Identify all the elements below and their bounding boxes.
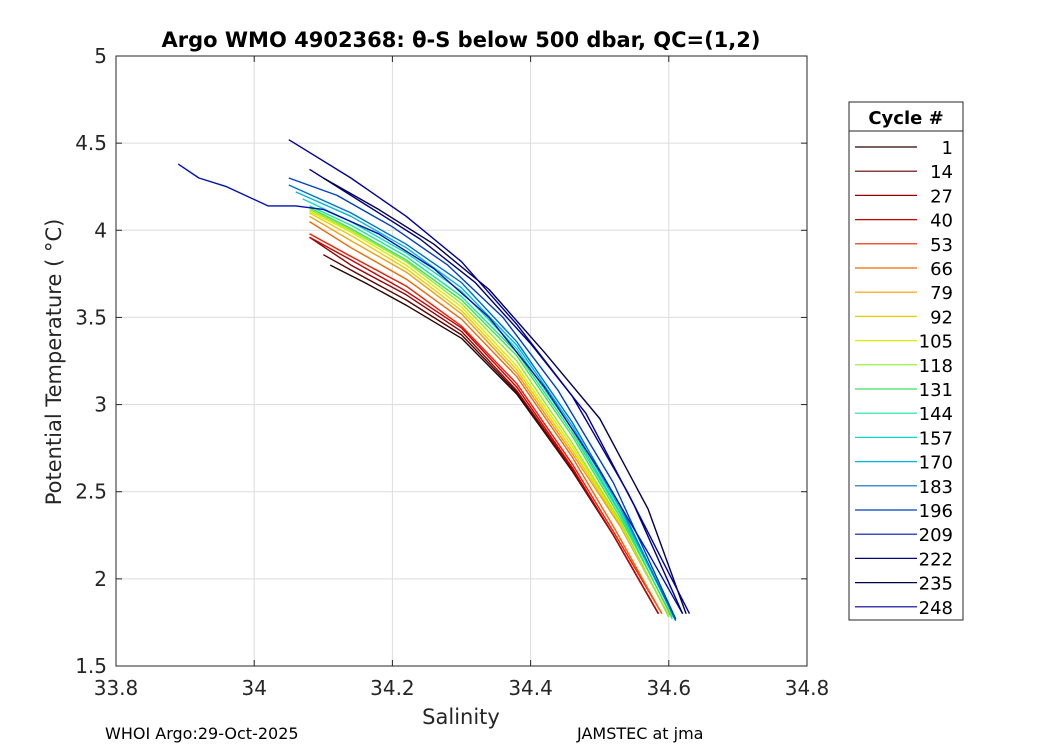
legend-label: 53 <box>930 235 953 256</box>
y-tick-label: 3.5 <box>75 305 107 329</box>
legend-label: 144 <box>919 404 953 425</box>
series-line-cycle-66 <box>309 221 663 615</box>
grid <box>116 56 807 666</box>
legend-entries: 1 14 27 40 53 66 79 92 105 118 131 144 157 170 183 196 2… <box>855 138 953 619</box>
y-tick-label: 2.5 <box>75 480 107 504</box>
axis-ticks: 33.8 34 34.2 34.4 34.6 34.8 1.5 2 2.5 3 3.5 4 4.5 5 <box>75 44 829 700</box>
legend-label: 183 <box>919 477 953 498</box>
series-line-cycle-131 <box>309 206 673 618</box>
series-line-cycle-235 <box>322 177 687 614</box>
legend-label: 14 <box>930 162 953 183</box>
y-tick-label: 1.5 <box>75 654 107 678</box>
x-tick-label: 33.8 <box>94 676 139 700</box>
series-line-cycle-157 <box>302 198 677 620</box>
series-line-cycle-222 <box>309 168 684 614</box>
legend-label: 118 <box>919 356 953 377</box>
y-tick-label: 3 <box>94 393 107 417</box>
legend-label: 209 <box>919 525 953 546</box>
y-axis-label: Potential Temperature ( °C) <box>42 219 66 506</box>
x-tick-label: 34 <box>241 676 266 700</box>
footer-left: WHOI Argo:29-Oct-2025 <box>105 724 299 743</box>
y-tick-label: 5 <box>94 44 107 68</box>
legend-label: 27 <box>930 186 953 207</box>
x-tick-label: 34.8 <box>785 676 830 700</box>
series-line-cycle-170 <box>295 191 677 622</box>
x-tick-label: 34.6 <box>647 676 692 700</box>
series-line-cycle-105 <box>309 210 670 618</box>
series-line-cycle-118 <box>309 208 670 618</box>
chart-title: Argo WMO 4902368: θ-S below 500 dbar, QC… <box>162 28 761 52</box>
legend-label: 248 <box>919 598 953 619</box>
legend-label: 105 <box>919 332 953 353</box>
legend-label: 66 <box>930 259 953 280</box>
legend: Cycle # 1 14 27 40 53 66 79 92 105 118 131 144 157 17… <box>848 101 964 621</box>
legend-label: 235 <box>919 574 953 595</box>
series-line-cycle-79 <box>309 215 670 616</box>
series-line-cycle-248 <box>288 139 691 615</box>
legend-label: 1 <box>942 138 953 159</box>
legend-label: 157 <box>919 428 953 449</box>
series-line-cycle-144 <box>309 205 673 620</box>
series-line-cycle-92 <box>309 212 670 616</box>
series-line-cycle-209 <box>177 163 684 615</box>
y-tick-label: 4 <box>94 218 107 242</box>
legend-label: 196 <box>919 501 953 522</box>
plot-frame <box>115 55 808 667</box>
legend-label: 79 <box>930 283 953 304</box>
series-line-cycle-53 <box>309 233 663 615</box>
x-axis-label: Salinity <box>422 705 500 729</box>
series-line-cycle-196 <box>288 177 677 620</box>
y-tick-label: 2 <box>94 567 107 591</box>
y-tick-label: 4.5 <box>75 131 107 155</box>
legend-title: Cycle # <box>868 108 943 129</box>
series-line-cycle-27 <box>309 236 660 615</box>
x-tick-label: 34.2 <box>370 676 415 700</box>
x-tick-label: 34.4 <box>508 676 553 700</box>
series-line-cycle-183 <box>288 184 677 622</box>
legend-label: 222 <box>919 549 953 570</box>
plot-lines <box>177 139 691 622</box>
footer-right: JAMSTEC at jma <box>577 724 704 743</box>
legend-label: 170 <box>919 453 953 474</box>
legend-label: 40 <box>930 211 953 232</box>
legend-label: 131 <box>919 380 953 401</box>
series-line-cycle-40 <box>309 236 660 615</box>
legend-label: 92 <box>930 307 953 328</box>
